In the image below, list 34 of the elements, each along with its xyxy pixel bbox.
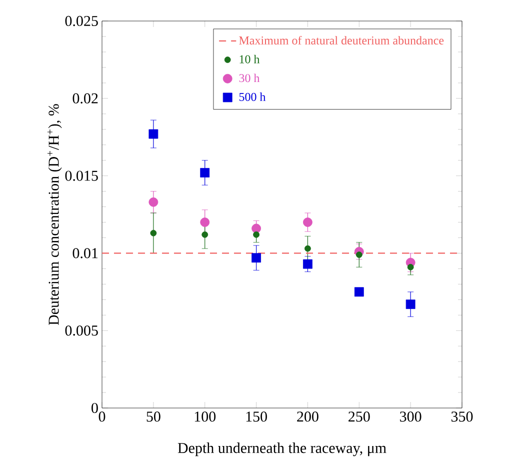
legend-label: 500 h	[239, 92, 266, 101]
x-tick-label: 250	[348, 412, 370, 422]
x-tick-label: 200	[297, 412, 318, 422]
x-tick-label: 350	[451, 412, 473, 422]
y-tick-label: 0.02	[72, 93, 98, 104]
x-tick-label: 300	[400, 412, 422, 422]
point	[354, 287, 364, 297]
legend-label: 30 h	[239, 74, 260, 82]
x-tick-label: 100	[194, 412, 216, 422]
point	[252, 253, 261, 263]
legend-label: 10 h	[240, 54, 260, 64]
y-tick-label: 0.015	[65, 170, 98, 181]
y-tick-label: 0.005	[65, 326, 98, 336]
point	[202, 231, 208, 238]
y-tick-label: 0.01	[72, 248, 98, 258]
y-tick-label: 0.025	[65, 16, 98, 26]
point	[303, 259, 312, 269]
point	[303, 218, 312, 227]
x-axis-title: Depth underneath the raceway, μm	[178, 442, 386, 456]
point	[252, 224, 261, 234]
point	[148, 197, 158, 207]
y-axis-title: Deuterium concentration (D$^{+}$/H$^{+}$), %	[48, 104, 62, 326]
point	[304, 245, 311, 252]
point	[200, 218, 210, 227]
x-tick-label: 150	[246, 412, 267, 422]
y-tick-label: 0	[92, 402, 98, 414]
legend-label: Maximum of natural deuterium abundance	[239, 36, 444, 45]
point	[150, 230, 157, 236]
x-tick-label: 0	[98, 412, 106, 422]
point	[406, 300, 416, 309]
point	[253, 231, 260, 238]
x-tick-label: 50	[146, 412, 160, 422]
point	[148, 129, 158, 139]
point	[200, 168, 210, 178]
